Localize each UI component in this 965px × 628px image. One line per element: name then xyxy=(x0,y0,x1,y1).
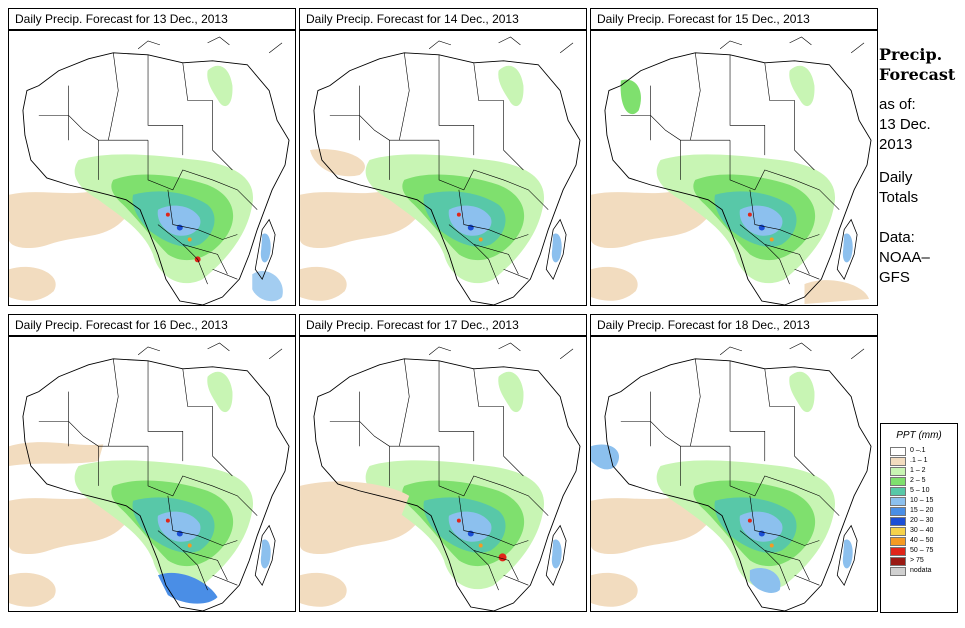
legend-label: 30 – 40 xyxy=(910,527,934,534)
legend-row: 30 – 40 xyxy=(890,526,957,536)
asof-date-line-1: 13 Dec. xyxy=(879,116,931,133)
legend-label: .1 – 1 xyxy=(910,457,928,464)
legend-row: 15 – 20 xyxy=(890,506,957,516)
legend-swatch xyxy=(890,476,906,486)
panel-title: Daily Precip. Forecast for 15 Dec., 2013 xyxy=(590,8,878,30)
legend-label: nodata xyxy=(910,567,932,574)
legend-row: 5 – 10 xyxy=(890,486,957,496)
legend-row: 20 – 30 xyxy=(890,516,957,526)
data-line-1: Data: xyxy=(879,229,915,246)
legend-label: 40 – 50 xyxy=(910,537,934,544)
panel-title: Daily Precip. Forecast for 16 Dec., 2013 xyxy=(8,314,296,336)
panel-title: Daily Precip. Forecast for 17 Dec., 2013 xyxy=(299,314,587,336)
legend-row: > 75 xyxy=(890,556,957,566)
precip-map xyxy=(299,30,587,306)
asof-block: as of: 13 Dec. 2013 xyxy=(879,95,931,155)
data-line-2: NOAA– xyxy=(879,249,930,266)
legend-row: 0 –.1 xyxy=(890,446,957,456)
asof-label: as of: xyxy=(879,96,916,113)
legend-swatch xyxy=(890,556,906,566)
panel-title: Daily Precip. Forecast for 13 Dec., 2013 xyxy=(8,8,296,30)
data-source-block: Data: NOAA– GFS xyxy=(879,228,930,288)
legend-label: 15 – 20 xyxy=(910,507,934,514)
precip-map xyxy=(590,30,878,306)
precip-legend: PPT (mm) 0 –.1 .1 – 1 1 – 2 2 – 5 5 – 10 10 –… xyxy=(880,423,958,613)
legend-swatch xyxy=(890,506,906,516)
panel-title: Daily Precip. Forecast for 18 Dec., 2013 xyxy=(590,314,878,336)
panel-title: Daily Precip. Forecast for 14 Dec., 2013 xyxy=(299,8,587,30)
legend-swatch xyxy=(890,466,906,476)
legend-swatch xyxy=(890,516,906,526)
legend-label: 20 – 30 xyxy=(910,517,934,524)
precip-map xyxy=(8,336,296,612)
precip-map xyxy=(590,336,878,612)
map-panel-16-dec: Daily Precip. Forecast for 16 Dec., 2013 xyxy=(8,314,296,614)
legend-row: 1 – 2 xyxy=(890,466,957,476)
map-panel-15-dec: Daily Precip. Forecast for 15 Dec., 2013 xyxy=(590,8,878,308)
totals-block: Daily Totals xyxy=(879,168,918,208)
legend-row: 10 – 15 xyxy=(890,496,957,506)
heading-line-2: Forecast xyxy=(879,65,956,84)
legend-swatch xyxy=(890,566,906,576)
legend-swatch xyxy=(890,446,906,456)
forecast-heading: Precip. Forecast xyxy=(879,45,955,85)
legend-title: PPT (mm) xyxy=(896,430,942,441)
map-panel-18-dec: Daily Precip. Forecast for 18 Dec., 2013 xyxy=(590,314,878,614)
legend-swatch xyxy=(890,526,906,536)
legend-label: > 75 xyxy=(910,557,924,564)
legend-swatch xyxy=(890,536,906,546)
legend-row: 40 – 50 xyxy=(890,536,957,546)
legend-label: 5 – 10 xyxy=(910,487,930,494)
legend-label: 0 –.1 xyxy=(910,447,926,454)
legend-swatch xyxy=(890,496,906,506)
map-panel-13-dec: Daily Precip. Forecast for 13 Dec., 2013 xyxy=(8,8,296,308)
precip-map xyxy=(299,336,587,612)
legend-label: 50 – 75 xyxy=(910,547,934,554)
data-line-3: GFS xyxy=(879,269,910,286)
legend-row: .1 – 1 xyxy=(890,456,957,466)
legend-swatch xyxy=(890,486,906,496)
legend-label: 1 – 2 xyxy=(910,467,926,474)
map-panel-17-dec: Daily Precip. Forecast for 17 Dec., 2013 xyxy=(299,314,587,614)
legend-row: 2 – 5 xyxy=(890,476,957,486)
legend-label: 10 – 15 xyxy=(910,497,934,504)
legend-row: 50 – 75 xyxy=(890,546,957,556)
legend-swatch xyxy=(890,456,906,466)
totals-line-2: Totals xyxy=(879,189,919,206)
legend-label: 2 – 5 xyxy=(910,477,926,484)
precip-map xyxy=(8,30,296,306)
totals-line-1: Daily xyxy=(879,169,913,186)
heading-line-1: Precip. xyxy=(879,45,943,64)
legend-swatch xyxy=(890,546,906,556)
map-panel-14-dec: Daily Precip. Forecast for 14 Dec., 2013 xyxy=(299,8,587,308)
legend-row: nodata xyxy=(890,566,957,576)
asof-date-line-2: 2013 xyxy=(879,136,913,153)
